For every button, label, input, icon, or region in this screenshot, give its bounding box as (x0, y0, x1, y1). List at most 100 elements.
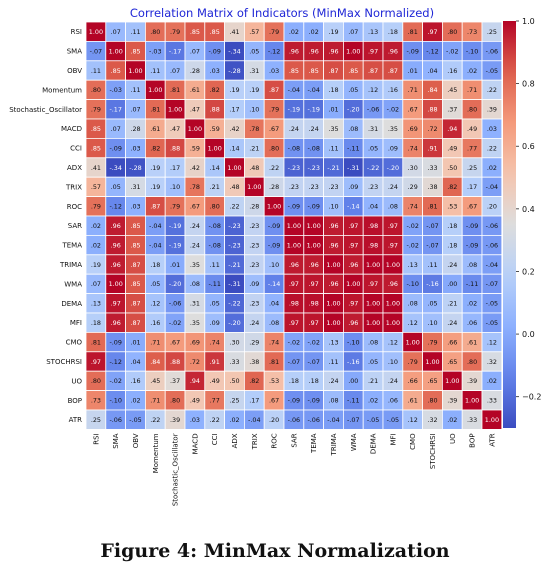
cell-value-label: 1.00 (346, 280, 360, 288)
cell-value-label: .77 (210, 397, 220, 405)
cell-value-label: .48 (249, 164, 259, 172)
cell-value-label: .96 (289, 261, 299, 269)
cell-value-label: .12 (487, 338, 497, 346)
x-tick-label: TRIX (251, 433, 259, 450)
y-tick-label: TRIMA (59, 261, 82, 269)
cell-value-label: .74 (210, 338, 220, 346)
cell-value-label: .10 (249, 106, 259, 114)
cell-value-label: .97 (289, 319, 299, 327)
correlation-heatmap: Correlation Matrix of Indicators (MinMax… (9, 6, 541, 506)
cell-value-label: -.07 (426, 222, 438, 230)
cell-value-label: .10 (170, 183, 180, 191)
cell-value-label: .87 (150, 203, 160, 211)
cell-value-label: .17 (229, 106, 239, 114)
x-tick-label: WMA (350, 433, 358, 451)
cell-value-label: .11 (91, 67, 101, 75)
cell-value-label: .11 (328, 144, 338, 152)
y-tick-label: STOCHRSI (46, 358, 82, 366)
cell-value-label: .80 (269, 144, 279, 152)
cell-value-label: .85 (348, 67, 358, 75)
cell-value-label: .67 (269, 397, 279, 405)
cell-value-label: .85 (130, 280, 140, 288)
cell-value-label: .97 (91, 358, 101, 366)
cell-value-label: .57 (249, 28, 259, 36)
cell-value-label: .18 (289, 377, 299, 385)
cell-value-label: -.08 (307, 144, 319, 152)
cell-value-label: .08 (467, 261, 477, 269)
cell-value-label: .80 (91, 86, 101, 94)
cell-value-label: .29 (408, 183, 418, 191)
cell-value-label: .97 (388, 222, 398, 230)
cell-value-label: .98 (289, 300, 299, 308)
cell-value-label: .39 (467, 377, 477, 385)
x-tick-label: OBV (132, 433, 140, 448)
cell-value-label: .74 (269, 338, 279, 346)
cell-value-label: .18 (447, 241, 457, 249)
cell-value-label: 1.00 (109, 280, 123, 288)
cell-value-label: -.31 (228, 280, 240, 288)
cell-value-label: .87 (130, 261, 140, 269)
cell-value-label: .97 (348, 241, 358, 249)
cell-value-label: .98 (309, 300, 319, 308)
cell-value-label: .02 (487, 377, 497, 385)
cell-value-label: 1.00 (465, 397, 479, 405)
cell-value-label: .81 (170, 86, 180, 94)
cell-value-label: .88 (210, 106, 220, 114)
cell-value-label: .16 (150, 319, 160, 327)
cell-value-label: -.17 (109, 106, 121, 114)
x-tick-label: ADX (231, 433, 239, 448)
cell-value-label: .96 (328, 280, 338, 288)
cell-value-label: -.10 (466, 47, 478, 55)
cell-value-label: .84 (150, 358, 160, 366)
cell-value-label: .03 (130, 144, 140, 152)
cell-value-label: -.05 (387, 416, 399, 424)
cell-value-label: .22 (269, 164, 279, 172)
cell-value-label: -.09 (109, 338, 121, 346)
cell-value-label: .03 (210, 67, 220, 75)
cell-value-label: .24 (309, 125, 319, 133)
cell-value-label: .69 (408, 125, 418, 133)
x-tick-label: CCI (211, 433, 219, 445)
cell-value-label: .45 (150, 377, 160, 385)
cell-value-label: .19 (249, 86, 259, 94)
cell-value-label: .19 (328, 28, 338, 36)
cell-value-label: .21 (210, 183, 220, 191)
cell-value-label: -.16 (347, 358, 359, 366)
cell-value-label: .96 (348, 261, 358, 269)
cell-value-label: .05 (111, 183, 121, 191)
cell-value-label: -.09 (109, 144, 121, 152)
cell-value-label: .85 (190, 28, 200, 36)
cell-value-label: -.04 (486, 183, 498, 191)
cell-value-label: .31 (249, 67, 259, 75)
cell-value-label: 1.00 (346, 47, 360, 55)
cell-value-label: -.19 (169, 241, 181, 249)
cell-value-label: -.08 (208, 222, 220, 230)
cell-value-label: -.11 (466, 280, 478, 288)
cell-value-label: .12 (150, 300, 160, 308)
cell-value-label: .96 (111, 261, 121, 269)
cell-value-label: -.06 (486, 241, 498, 249)
cell-value-label: .91 (210, 358, 220, 366)
x-tick-label: STOCHRSI (429, 433, 437, 469)
cell-value-label: -.17 (169, 47, 181, 55)
cell-value-label: -.09 (307, 203, 319, 211)
cell-value-label: .05 (210, 300, 220, 308)
cell-value-label: .82 (210, 86, 220, 94)
cell-value-label: .97 (309, 280, 319, 288)
cell-value-label: .22 (487, 86, 497, 94)
cell-value-label: -.06 (486, 222, 498, 230)
cell-value-label: .24 (447, 261, 457, 269)
cell-value-label: .80 (427, 397, 437, 405)
cell-value-label: .78 (249, 125, 259, 133)
cell-value-label: .38 (427, 183, 437, 191)
cell-value-label: .53 (269, 377, 279, 385)
cell-value-label: .57 (91, 183, 101, 191)
cell-value-label: .01 (328, 106, 338, 114)
cell-value-label: .81 (408, 28, 418, 36)
cell-value-label: .69 (190, 338, 200, 346)
x-tick-label: TRIMA (330, 433, 338, 456)
cell-value-label: 1.00 (267, 203, 281, 211)
cell-value-label: .09 (348, 183, 358, 191)
cell-value-label: -.10 (109, 397, 121, 405)
cell-value-label: .24 (328, 377, 338, 385)
